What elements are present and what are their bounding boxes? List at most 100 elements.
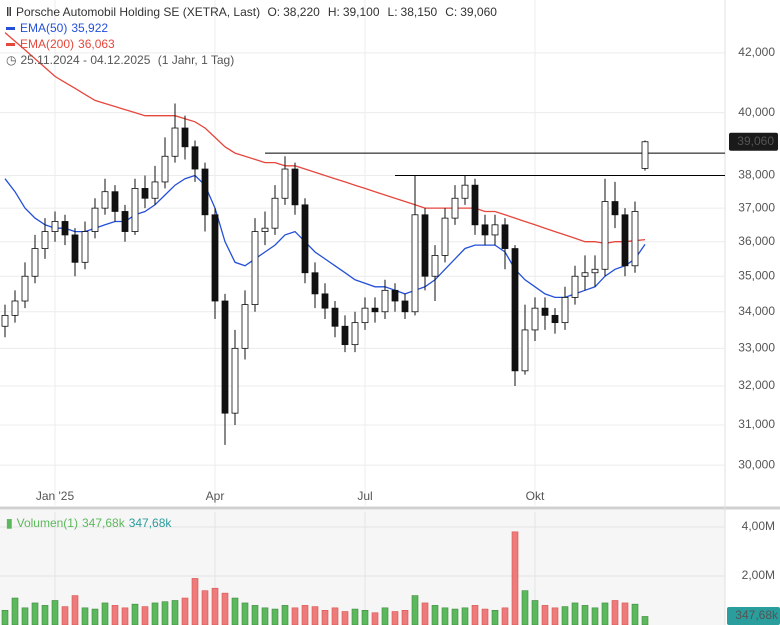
volume-icon: ▮ bbox=[6, 516, 13, 530]
candle-body bbox=[541, 307, 549, 316]
candle-body bbox=[341, 325, 349, 346]
volume-bar bbox=[471, 605, 479, 625]
volume-bar bbox=[571, 602, 579, 625]
candle-body bbox=[621, 214, 629, 267]
volume-bar bbox=[51, 600, 59, 625]
x-tick-label: Apr bbox=[206, 489, 225, 503]
candle-body bbox=[61, 221, 69, 236]
candle-body bbox=[141, 188, 149, 199]
candle-body bbox=[121, 211, 129, 232]
volume-bar bbox=[111, 605, 119, 625]
candle-body bbox=[111, 191, 119, 212]
candle-body bbox=[431, 255, 439, 277]
x-tick-label: Okt bbox=[526, 489, 545, 503]
candle-body bbox=[491, 224, 499, 236]
candle-body bbox=[31, 248, 39, 277]
volume-bar bbox=[101, 602, 109, 625]
volume-bar bbox=[121, 607, 129, 625]
volume-bar bbox=[91, 608, 99, 625]
volume-bar bbox=[61, 606, 69, 625]
candle-body bbox=[531, 307, 539, 331]
volume-bar bbox=[221, 592, 229, 625]
candle-body bbox=[401, 300, 409, 313]
quote: O: 38,220 H: 39,100 L: 38,150 C: 39,060 bbox=[267, 5, 505, 19]
volume-bar bbox=[291, 607, 299, 625]
candle-body bbox=[151, 181, 159, 199]
candle-body bbox=[501, 224, 509, 249]
volume-bar bbox=[211, 587, 219, 625]
candle-body bbox=[161, 155, 169, 183]
volume-bar bbox=[431, 605, 439, 625]
quote-key: C: bbox=[445, 5, 458, 19]
legend-name: EMA(200) bbox=[20, 37, 75, 51]
volume-bar bbox=[331, 607, 339, 625]
volume-bar bbox=[171, 600, 179, 625]
volume-bar bbox=[371, 612, 379, 625]
volume-bar bbox=[461, 607, 469, 625]
volume-bar bbox=[351, 608, 359, 625]
volume-bar bbox=[561, 606, 569, 625]
volume-bar bbox=[81, 607, 89, 625]
candle-body bbox=[91, 207, 99, 232]
candle-body bbox=[561, 297, 569, 324]
y-tick-label: 31,000 bbox=[738, 417, 775, 431]
volume-value: 347,68k bbox=[81, 516, 125, 530]
candle-body bbox=[481, 224, 489, 236]
price-tag bbox=[729, 132, 778, 151]
candle-body bbox=[101, 191, 109, 209]
quote-label: 38,220 bbox=[283, 5, 320, 19]
volume-bar bbox=[511, 531, 519, 625]
candle-body bbox=[131, 188, 139, 232]
y-tick-label: 33,000 bbox=[738, 341, 775, 355]
volume-bar bbox=[481, 608, 489, 625]
ema200-legend: EMA(200) 36,063 bbox=[6, 36, 119, 52]
y-tick-label: 37,000 bbox=[738, 200, 775, 214]
y-tick-label: 42,000 bbox=[738, 45, 775, 59]
price-tag-label: 39,060 bbox=[737, 134, 774, 148]
candle-body bbox=[391, 289, 399, 302]
candle-body bbox=[331, 307, 339, 327]
volume-bar bbox=[191, 578, 199, 625]
volume-bar bbox=[621, 602, 629, 625]
candle-body bbox=[551, 314, 559, 324]
candle-body bbox=[601, 201, 609, 270]
volume-bar bbox=[581, 605, 589, 625]
candle-body bbox=[441, 217, 449, 256]
legend-value: 35,922 bbox=[71, 21, 109, 35]
volume-bar bbox=[321, 609, 329, 625]
y-tick-label: 34,000 bbox=[738, 304, 775, 318]
volume-bar bbox=[591, 607, 599, 625]
volume-bar bbox=[301, 605, 309, 625]
candle-body bbox=[181, 127, 189, 148]
candle-body bbox=[521, 329, 529, 372]
volume-tag bbox=[727, 607, 780, 625]
period: 25.11.2024 - 04.12.2025 bbox=[20, 53, 151, 67]
x-tick-label: Jul bbox=[357, 489, 372, 503]
title: Porsche Automobil Holding SE (XETRA, Las… bbox=[15, 5, 261, 19]
candle-body bbox=[421, 214, 429, 277]
candle-body bbox=[641, 141, 649, 169]
candle-body bbox=[611, 201, 619, 216]
candle-body bbox=[351, 322, 359, 346]
volume-bar bbox=[181, 597, 189, 625]
candle-body bbox=[251, 231, 259, 305]
candle-body bbox=[411, 214, 419, 313]
volume-bar bbox=[271, 608, 279, 625]
legend-swatch bbox=[6, 43, 15, 47]
y-tick-label: 40,000 bbox=[738, 105, 775, 119]
ema-line bbox=[4, 174, 646, 299]
y-tick-label: 35,000 bbox=[738, 268, 775, 282]
volume-bar bbox=[11, 597, 19, 625]
candle-body bbox=[301, 204, 309, 274]
volume-bar bbox=[611, 600, 619, 625]
volume-bar bbox=[401, 609, 409, 625]
volume-bar bbox=[361, 609, 369, 625]
volume-bar bbox=[641, 616, 649, 625]
ema-line bbox=[4, 32, 646, 245]
candle-body bbox=[271, 197, 279, 229]
period-note: (1 Jahr, 1 Tag) bbox=[157, 53, 235, 67]
candle-body bbox=[51, 221, 59, 232]
volume-bar bbox=[1, 609, 9, 625]
candle-body bbox=[631, 211, 639, 267]
